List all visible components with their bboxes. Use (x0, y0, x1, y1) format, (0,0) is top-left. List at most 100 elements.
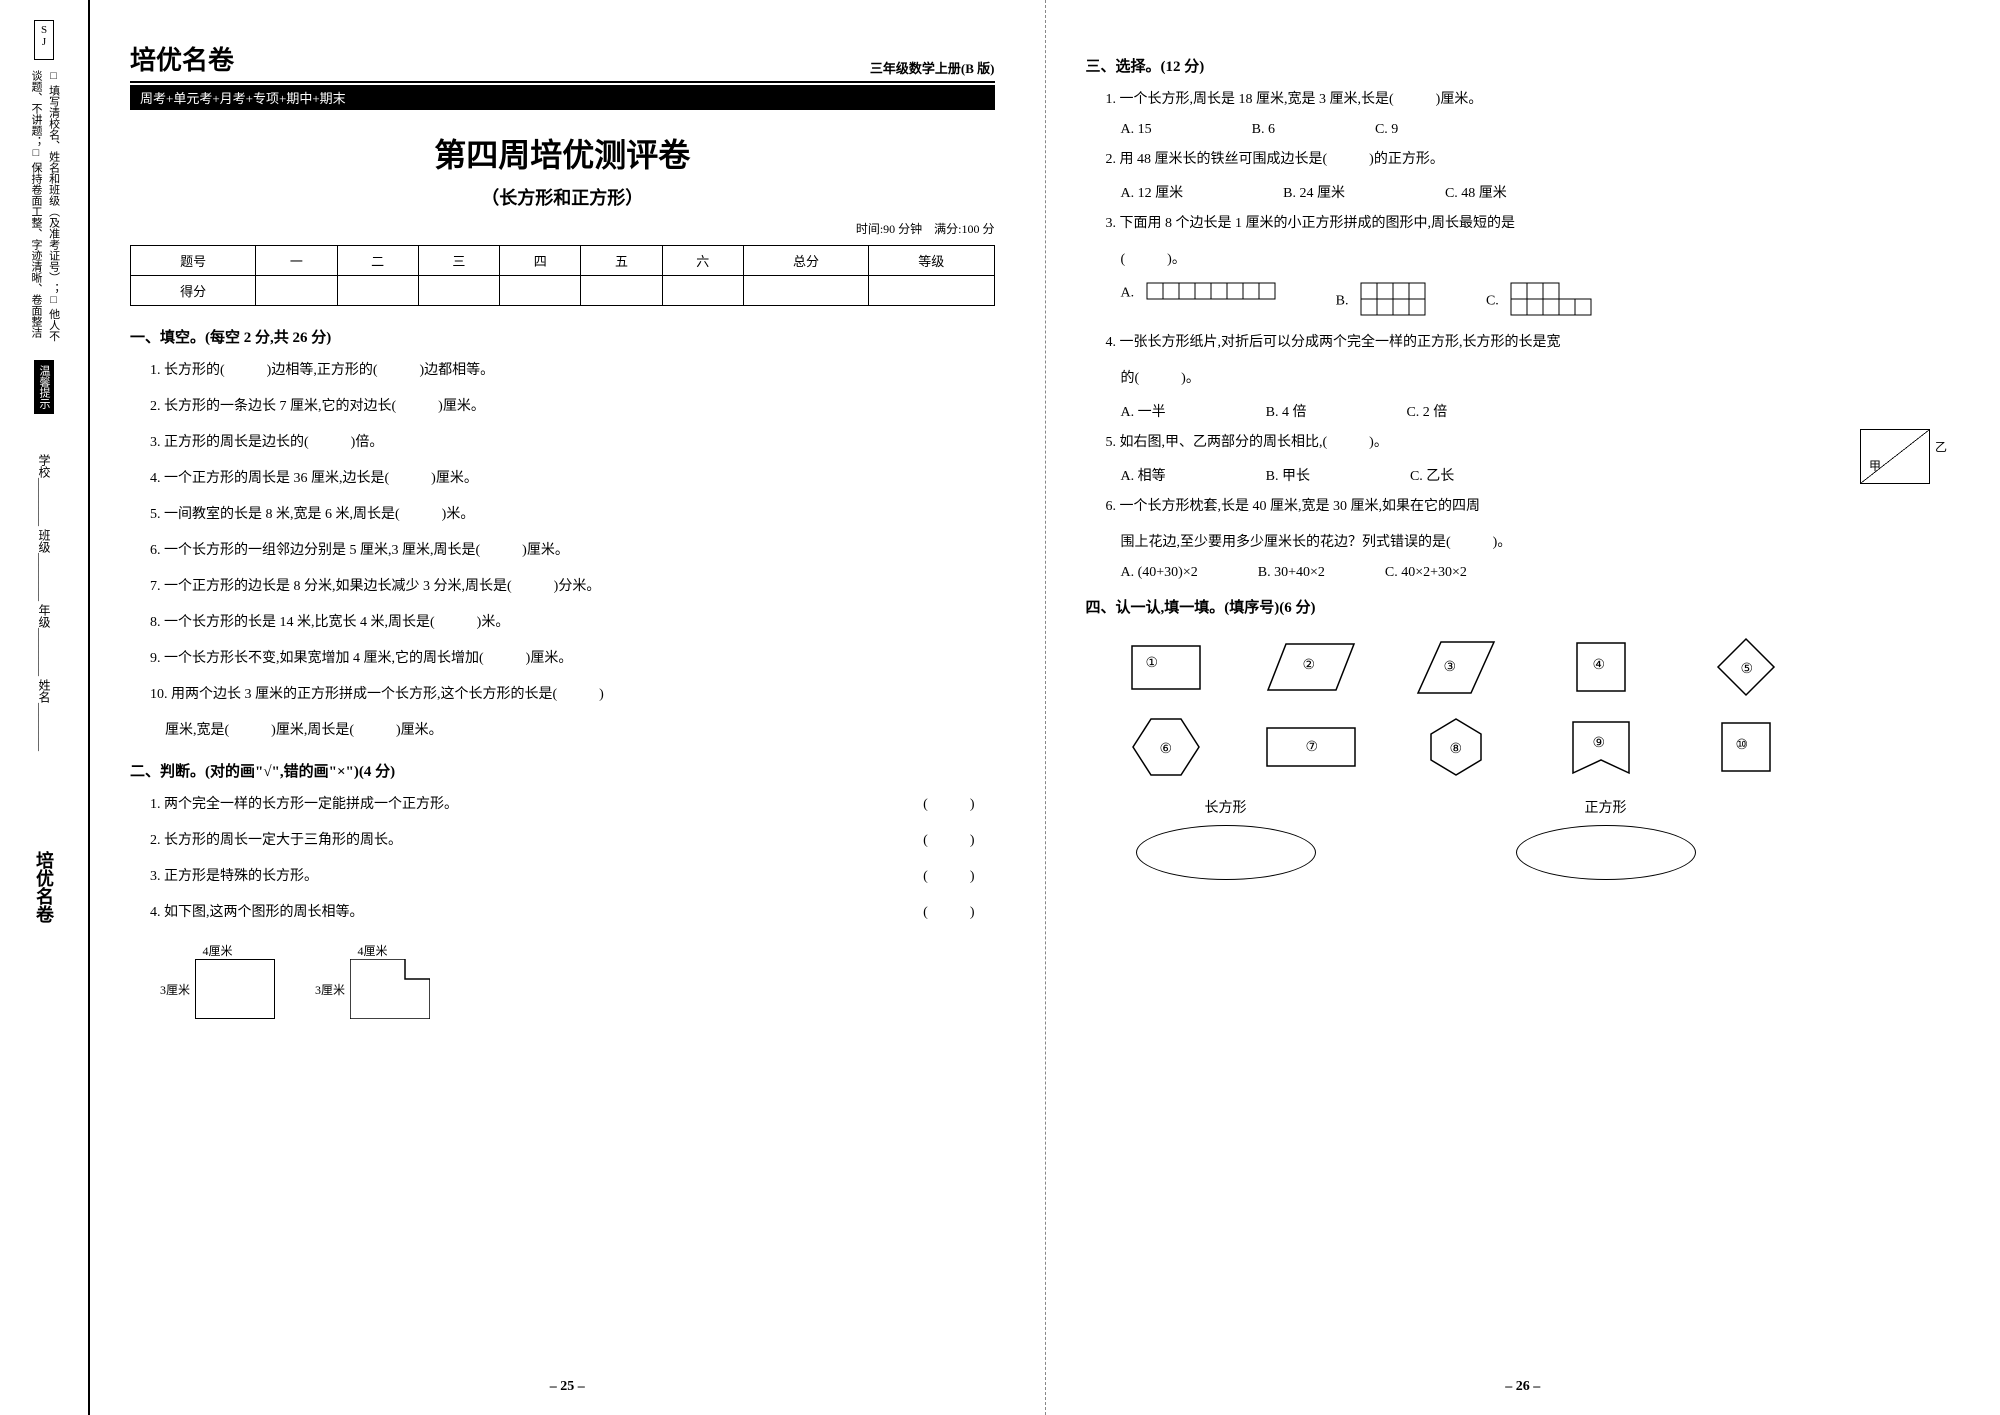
page-number-left: – 25 – (550, 1379, 585, 1395)
shape-9: ⑨ (1551, 717, 1651, 777)
q3-5: 甲 乙 5. 如右图,甲、乙两部分的周长相比,( )。 (1106, 429, 1951, 457)
shapes-row-1: ① ② ③ ④ ⑤ (1116, 637, 1921, 697)
th: 四 (500, 246, 581, 276)
sidebar-code: SJ (34, 20, 54, 60)
q3-3b: ( )。 (1121, 246, 1951, 274)
opt-a: A. (1121, 282, 1276, 321)
opt-a: A. (40+30)×2 (1121, 565, 1198, 581)
header-sub: 周考+单元考+月考+专项+期中+期末 (130, 85, 995, 110)
th: 二 (337, 246, 418, 276)
header-logo: 培优名卷 (130, 40, 234, 77)
opt-b: B. 4 倍 (1266, 401, 1307, 421)
shape-5: ⑤ (1696, 637, 1796, 697)
opt-b: B. 24 厘米 (1283, 182, 1345, 202)
shape-l: 4厘米 3厘米 (315, 942, 430, 1019)
q1-6: 6. 一个长方形的一组邻边分别是 5 厘米,3 厘米,周长是( )厘米。 (150, 537, 995, 565)
dim-label: 3厘米 (315, 981, 345, 998)
shape-3: ③ (1406, 637, 1506, 697)
grid-l-icon (1510, 282, 1592, 321)
shape-8: ⑧ (1406, 717, 1506, 777)
exam-subtitle: （长方形和正方形） (130, 184, 995, 210)
opt-b: B. (1336, 282, 1426, 321)
shape-2: ② (1261, 637, 1361, 697)
q3-6-options: A. (40+30)×2 B. 30+40×2 C. 40×2+30×2 (1121, 565, 1951, 581)
time-info: 时间:90 分钟 满分:100 分 (130, 220, 995, 237)
opt-a: A. 一半 (1121, 401, 1166, 421)
q3-6b: 围上花边,至少要用多少厘米长的花边？列式错误的是( )。 (1121, 529, 1951, 557)
q3-2: 2. 用 48 厘米长的铁丝可围成边长是( )的正方形。 (1106, 146, 1951, 174)
rect-icon (1131, 645, 1201, 690)
sidebar-rules: □ 填写清校名、姓名和班级（及准考证号）；□ 他人不谈题、不讲题；□ 保持卷面工… (26, 70, 61, 350)
sidebar-hint-label: 温馨提示 (34, 360, 54, 414)
page-number-right: – 26 – (1505, 1379, 1540, 1395)
th: 六 (662, 246, 743, 276)
shape-4: ④ (1551, 637, 1651, 697)
q3-1: 1. 一个长方形,周长是 18 厘米,宽是 3 厘米,长是( )厘米。 (1106, 86, 1951, 114)
shape-7: ⑦ (1261, 717, 1361, 777)
q1-10: 10. 用两个边长 3 厘米的正方形拼成一个长方形,这个长方形的长是( ) (150, 681, 995, 709)
q1-1: 1. 长方形的( )边相等,正方形的( )边都相等。 (150, 357, 995, 385)
answer-row: 长方形 正方形 (1136, 797, 1901, 880)
l-shape-icon (350, 959, 430, 1019)
q3-4: 4. 一张长方形纸片,对折后可以分成两个完全一样的正方形,长方形的长是宽 (1106, 329, 1951, 357)
q1-2: 2. 长方形的一条边长 7 厘米,它的对边长( )厘米。 (150, 393, 995, 421)
opt-b: B. 6 (1252, 122, 1275, 138)
shapes-row-2: ⑥ ⑦ ⑧ ⑨ ⑩ (1116, 717, 1921, 777)
info-school: 学校________ (37, 454, 51, 526)
opt-c: C. 2 倍 (1406, 401, 1447, 421)
dim-label: 4厘米 (203, 942, 233, 959)
dim-label: 3厘米 (160, 981, 190, 998)
sidebar-student-info: 学校________ 班级________ 年级________ 姓名_____… (29, 454, 59, 751)
section-2-title: 二、判断。(对的画"√",错的画"×")(4 分) (130, 760, 995, 781)
q1-9: 9. 一个长方形长不变,如果宽增加 4 厘米,它的周长增加( )厘米。 (150, 645, 995, 673)
square-label: 正方形 (1516, 797, 1696, 817)
oval-answer-box (1516, 825, 1696, 880)
binding-sidebar: SJ □ 填写清校名、姓名和班级（及准考证号）；□ 他人不谈题、不讲题；□ 保持… (0, 0, 90, 1415)
opt-a: A. 15 (1121, 122, 1152, 138)
th: 一 (256, 246, 337, 276)
page-right: 三、选择。(12 分) 1. 一个长方形,周长是 18 厘米,宽是 3 厘米,长… (1046, 0, 2000, 1415)
grid-1x8-icon (1146, 282, 1276, 305)
th: 等级 (869, 246, 994, 276)
rect-label: 长方形 (1136, 797, 1316, 817)
th: 总分 (743, 246, 868, 276)
section-4-title: 四、认一认,填一填。(填序号)(6 分) (1086, 596, 1951, 617)
q3-3-options: A. B. C. (1121, 282, 1951, 321)
shape-6: ⑥ (1116, 717, 1216, 777)
q2-4: 4. 如下图,这两个图形的周长相等。( ) (150, 899, 995, 927)
opt-c: C. 9 (1375, 122, 1398, 138)
q3-2-options: A. 12 厘米 B. 24 厘米 C. 48 厘米 (1121, 182, 1951, 202)
q2-3: 3. 正方形是特殊的长方形。( ) (150, 863, 995, 891)
score-table: 题号 一 二 三 四 五 六 总分 等级 得分 (130, 245, 995, 306)
opt-a: A. 12 厘米 (1121, 182, 1184, 202)
q1-8: 8. 一个长方形的长是 14 米,比宽长 4 米,周长是( )米。 (150, 609, 995, 637)
q1-4: 4. 一个正方形的周长是 36 厘米,边长是( )厘米。 (150, 465, 995, 493)
opt-c: C. 乙长 (1410, 465, 1454, 485)
q1-7: 7. 一个正方形的边长是 8 分米,如果边长减少 3 分米,周长是( )分米。 (150, 573, 995, 601)
shape-rect: 4厘米 3厘米 (160, 942, 275, 1019)
td: 得分 (131, 276, 256, 306)
opt-b: B. 甲长 (1266, 465, 1310, 485)
shape-1: ① (1116, 637, 1216, 697)
grid-2x4-icon (1360, 282, 1426, 321)
q2-1: 1. 两个完全一样的长方形一定能拼成一个正方形。( ) (150, 791, 995, 819)
q1-5: 5. 一间教室的长是 8 米,宽是 6 米,周长是( )米。 (150, 501, 995, 529)
q3-5-diagram: 甲 乙 (1860, 429, 1930, 484)
q3-6: 6. 一个长方形枕套,长是 40 厘米,宽是 30 厘米,如果在它的四周 (1106, 493, 1951, 521)
page-left: 培优名卷 三年级数学上册(B 版) 周考+单元考+月考+专项+期中+期末 第四周… (90, 0, 1046, 1415)
rectangle-shape (195, 959, 275, 1019)
section-1-title: 一、填空。(每空 2 分,共 26 分) (130, 326, 995, 347)
header-grade: 三年级数学上册(B 版) (870, 58, 995, 77)
opt-c: C. (1486, 282, 1592, 321)
th: 五 (581, 246, 662, 276)
q1-3: 3. 正方形的周长是边长的( )倍。 (150, 429, 995, 457)
q2-2: 2. 长方形的周长一定大于三角形的周长。( ) (150, 827, 995, 855)
dim-label: 4厘米 (358, 942, 388, 959)
opt-c: C. 48 厘米 (1445, 182, 1507, 202)
opt-c: C. 40×2+30×2 (1385, 565, 1467, 581)
shape-10: ⑩ (1696, 717, 1796, 777)
q1-10b: 厘米,宽是( )厘米,周长是( )厘米。 (165, 717, 995, 745)
q2-4-shapes: 4厘米 3厘米 4厘米 3厘米 (160, 942, 995, 1019)
opt-b: B. 30+40×2 (1258, 565, 1325, 581)
q3-4b: 的( )。 (1121, 365, 1951, 393)
